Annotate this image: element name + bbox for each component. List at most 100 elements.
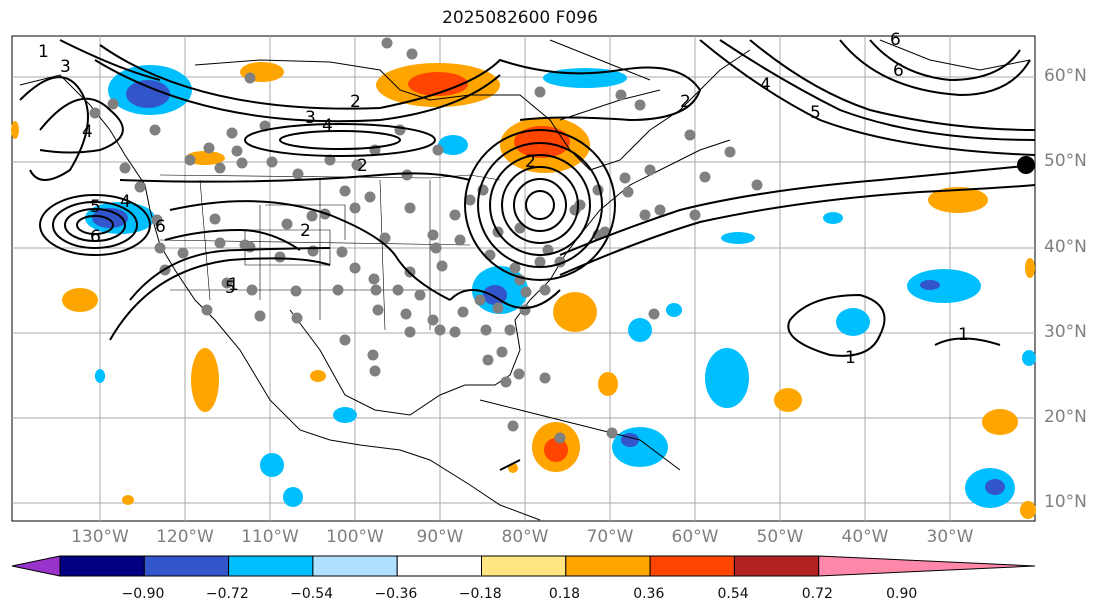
shade-blob: [920, 280, 940, 290]
colorbar-tick-label: 0.18: [548, 586, 581, 602]
station-dot: [406, 48, 418, 60]
station-dot: [513, 368, 525, 380]
contour: [499, 459, 521, 471]
shade-blob: [612, 427, 668, 467]
contour: [501, 166, 579, 244]
station-dot: [203, 142, 215, 154]
station-dot: [539, 372, 551, 384]
colorbar-tick-label: −0.72: [205, 586, 249, 602]
shade-blob: [191, 348, 219, 412]
shade-blob: [11, 121, 19, 139]
station-dot: [236, 157, 248, 169]
colorbar-tick-label: −0.90: [121, 586, 165, 602]
lon-label: 120°W: [156, 527, 214, 547]
station-dot: [436, 260, 448, 272]
station-dot: [119, 162, 131, 174]
shade-blob: [721, 232, 755, 244]
station-dot: [496, 346, 508, 358]
station-dot: [699, 171, 711, 183]
lon-label: 40°W: [841, 527, 889, 547]
lon-label: 110°W: [241, 527, 299, 547]
station-dot: [306, 210, 318, 222]
station-dot: [349, 262, 361, 274]
contour: [244, 123, 436, 157]
contour: [164, 228, 301, 251]
shade-blob: [1022, 350, 1036, 366]
contour-label: 4: [322, 116, 333, 136]
station-dot: [244, 72, 256, 84]
station-dot: [290, 285, 302, 297]
station-dot: [401, 169, 413, 181]
station-dot: [449, 326, 461, 338]
station-dot: [634, 99, 646, 111]
shade-blob: [985, 479, 1005, 495]
station-dot: [231, 145, 243, 157]
contour-label: 6: [893, 61, 904, 81]
contour: [19, 76, 89, 181]
shade-blob: [705, 348, 749, 408]
shade-blob: [260, 453, 284, 477]
station-dot: [351, 159, 363, 171]
station-dot: [209, 213, 221, 225]
colorbar-tick-label: 0.90: [886, 586, 918, 602]
shade-blob: [598, 372, 618, 396]
station-dot: [184, 154, 196, 166]
anomaly-shading: [11, 62, 1036, 519]
shade-blob: [333, 407, 357, 423]
station-dot: [648, 308, 660, 320]
station-dot: [364, 191, 376, 203]
station-dot: [349, 202, 361, 214]
map-title: 2025082600 F096: [442, 8, 598, 28]
colorbar-swatch: [312, 555, 398, 577]
colorbar-swatch: [228, 555, 314, 577]
contour-label: 2: [300, 221, 311, 241]
station-dot: [369, 365, 381, 377]
contour: [839, 39, 1031, 97]
contour-label: 4: [760, 75, 771, 95]
station-dot: [324, 154, 336, 166]
station-dot: [427, 229, 439, 241]
shade-blob: [92, 208, 128, 228]
contour: [119, 172, 471, 183]
contour: [934, 337, 1001, 346]
graticule: [12, 36, 1035, 521]
station-dot: [274, 251, 286, 263]
station-dot: [381, 37, 393, 49]
colorbar: [11, 555, 1036, 577]
contour: [449, 289, 561, 309]
station-dot: [427, 314, 439, 326]
station-dot: [151, 214, 163, 226]
shade-blob: [438, 135, 468, 155]
station-dot: [430, 242, 442, 254]
contour: [559, 164, 1036, 256]
station-dot: [534, 86, 546, 98]
shade-blob: [553, 292, 597, 332]
station-dot: [332, 284, 344, 296]
station-dot: [414, 289, 426, 301]
lat-label: 60°N: [1044, 66, 1087, 86]
contour: [279, 130, 401, 150]
contour: [489, 154, 591, 256]
lon-label: 80°W: [501, 527, 549, 547]
station-dot: [292, 168, 304, 180]
colorbar-extend-low: [11, 555, 61, 577]
contour-label: 5: [225, 278, 236, 298]
lat-label: 20°N: [1044, 407, 1087, 427]
station-dot: [336, 246, 348, 258]
contour: [39, 97, 124, 154]
contour-label: 1: [845, 348, 856, 368]
station-dot: [639, 209, 651, 221]
station-dot: [89, 107, 101, 119]
colorbar-swatch: [143, 555, 230, 577]
contour: [477, 142, 603, 268]
contour-lines: [19, 39, 1036, 471]
colorbar-swatch: [565, 555, 651, 577]
contour-label: 4: [82, 122, 93, 142]
shade-blob: [982, 409, 1018, 435]
contour: [94, 59, 501, 123]
contour: [52, 201, 138, 249]
contour: [699, 39, 1036, 156]
contour: [129, 247, 331, 301]
station-dot: [379, 232, 391, 244]
